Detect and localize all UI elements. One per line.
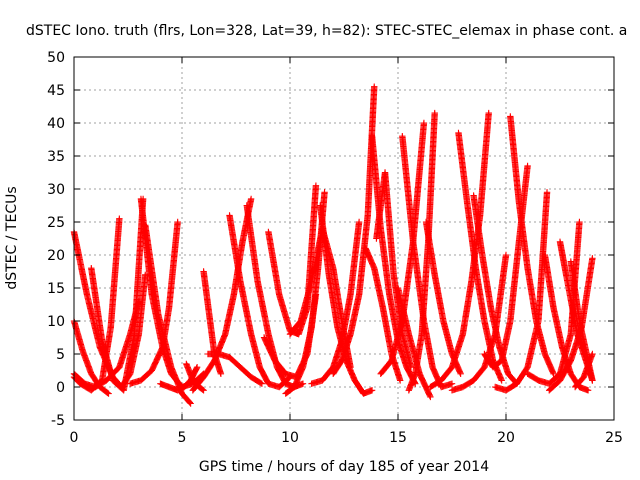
series-arc-03 (70, 215, 123, 394)
data-point (174, 218, 181, 226)
data-point (104, 389, 111, 397)
data-point (105, 390, 112, 397)
data-point (116, 215, 123, 222)
data-point (187, 400, 194, 407)
series-arc-08 (126, 218, 181, 387)
series-arc-09 (157, 364, 201, 394)
data-point (142, 271, 149, 278)
chart-title: dSTEC Iono. truth (flrs, Lon=328, Lat=39… (26, 23, 627, 39)
series-arc-12 (189, 195, 255, 394)
series-arc-18 (282, 189, 328, 397)
data-point (186, 399, 194, 406)
data-marks (70, 83, 596, 407)
series-arc-05 (88, 195, 147, 394)
